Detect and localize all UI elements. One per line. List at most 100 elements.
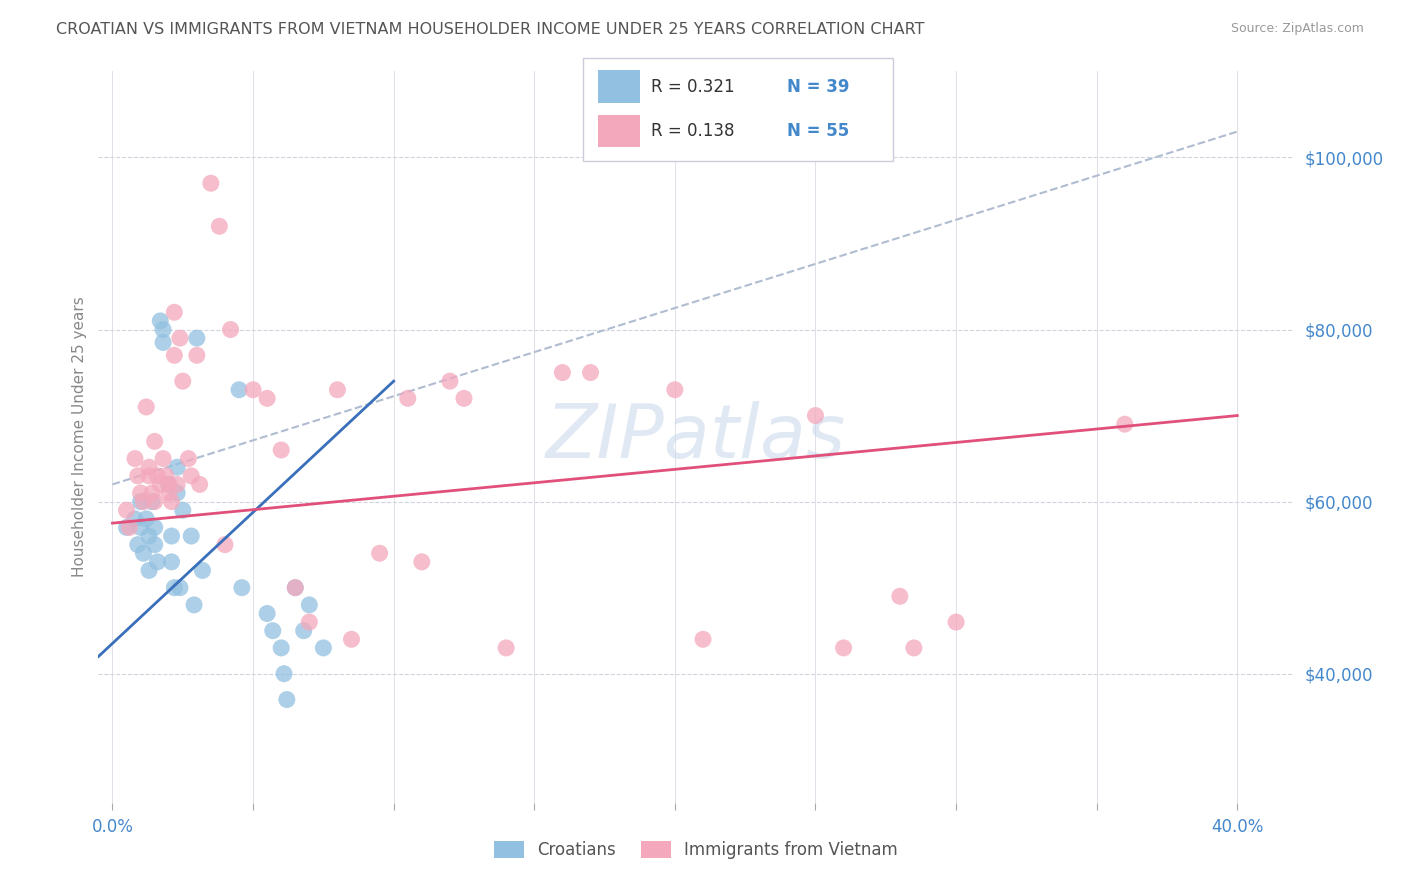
Point [453,392,475,406]
Point [214,538,236,552]
Text: N = 55: N = 55 [787,122,849,140]
Point [166,460,188,475]
Point [129,494,152,508]
Point [141,494,163,508]
Point [903,640,925,655]
Point [270,442,292,457]
Point [127,538,149,552]
Point [262,624,284,638]
Point [551,366,574,380]
Point [127,468,149,483]
Point [889,589,911,603]
Point [149,314,172,328]
Point [326,383,349,397]
Point [138,460,160,475]
Point [138,468,160,483]
Point [945,615,967,629]
Point [155,468,177,483]
Point [169,581,191,595]
Point [160,555,183,569]
Point [163,305,186,319]
Point [439,374,461,388]
Point [183,598,205,612]
Point [208,219,231,234]
Point [312,640,335,655]
Point [298,615,321,629]
Point [166,486,188,500]
Point [157,486,180,500]
Point [180,529,202,543]
Text: R = 0.138: R = 0.138 [651,122,734,140]
Point [219,322,242,336]
Point [132,494,155,508]
Point [146,555,169,569]
Point [692,632,714,647]
Point [118,520,141,534]
Point [129,486,152,500]
Point [1114,417,1136,432]
Point [124,451,146,466]
Point [186,331,208,345]
Point [396,392,419,406]
Point [284,581,307,595]
Point [163,581,186,595]
Text: CROATIAN VS IMMIGRANTS FROM VIETNAM HOUSEHOLDER INCOME UNDER 25 YEARS CORRELATIO: CROATIAN VS IMMIGRANTS FROM VIETNAM HOUS… [56,22,925,37]
Point [138,529,160,543]
Point [177,451,200,466]
Point [135,512,157,526]
Point [186,348,208,362]
Point [166,477,188,491]
Point [231,581,253,595]
Point [200,176,222,190]
Point [146,468,169,483]
Point [143,520,166,534]
Point [149,477,172,491]
Point [115,520,138,534]
Point [115,503,138,517]
Point [143,494,166,508]
Point [256,392,278,406]
Point [273,666,295,681]
Point [141,486,163,500]
Point [270,640,292,655]
Point [143,538,166,552]
Point [169,331,191,345]
Point [152,335,174,350]
Point [157,477,180,491]
Y-axis label: Householder Income Under 25 years: Householder Income Under 25 years [72,297,87,577]
Point [160,494,183,508]
Point [256,607,278,621]
Point [188,477,211,491]
Point [832,640,855,655]
Point [172,374,194,388]
Point [368,546,391,560]
Point [132,546,155,560]
Text: R = 0.321: R = 0.321 [651,78,734,95]
Point [143,434,166,449]
Point [276,692,298,706]
Point [160,529,183,543]
Point [135,400,157,414]
Text: N = 39: N = 39 [787,78,849,95]
Point [340,632,363,647]
Point [157,477,180,491]
Point [152,451,174,466]
Point [284,581,307,595]
Point [298,598,321,612]
Text: Source: ZipAtlas.com: Source: ZipAtlas.com [1230,22,1364,36]
Point [495,640,517,655]
Point [242,383,264,397]
Point [292,624,315,638]
Text: ZIPatlas: ZIPatlas [546,401,846,473]
Point [411,555,433,569]
Point [664,383,686,397]
Point [172,503,194,517]
Point [163,348,186,362]
Point [191,564,214,578]
Point [579,366,602,380]
Legend: Croatians, Immigrants from Vietnam: Croatians, Immigrants from Vietnam [485,833,907,868]
Point [804,409,827,423]
Point [152,322,174,336]
Point [124,512,146,526]
Point [129,520,152,534]
